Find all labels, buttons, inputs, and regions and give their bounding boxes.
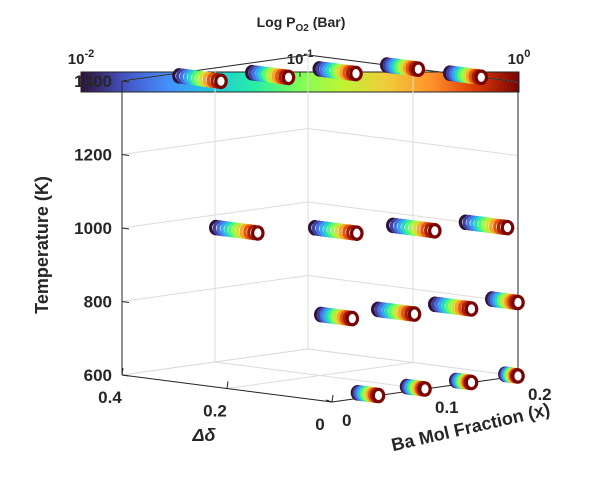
data-point [371,387,386,404]
z-tick-label: 600 [84,366,112,385]
data-point [411,61,426,77]
data-point [511,368,525,384]
z-axis-label: Temperature (K) [32,176,52,314]
colorbar-ticks: 10-2 10-1 100 [68,48,531,77]
grid-line [307,275,519,303]
grid-line [121,128,309,155]
data-point [500,219,515,236]
data-point [474,69,489,86]
data-point [427,223,442,239]
box-edge [121,54,309,82]
colorbar-tick-label: 10-1 [287,48,313,68]
y-tick-mark [331,394,334,403]
data-point [464,301,479,317]
colorbar-title: Log PO2 (Bar) [257,14,346,34]
colorbar-tick-label: 10-2 [68,48,94,68]
data-point [214,73,228,90]
grid-line [226,362,414,389]
x-tick-mark [325,399,333,403]
z-tick-mark [121,227,130,230]
data-point [345,310,360,327]
data-point [407,306,422,322]
y-tick-label: 0.2 [203,402,227,421]
grid-line [121,201,309,229]
data-point [281,69,296,86]
data-point [250,225,265,241]
data-point [349,225,364,241]
z-tick-label: 800 [84,293,112,312]
x-tick-label: 0 [342,411,351,430]
data-point [511,294,525,311]
tick-labels: 600 800 1000 1200 1400 0 0.2 0.4 0 0.1 0.2 [74,72,551,434]
z-tick-mark [121,374,130,377]
data-point [349,65,363,82]
colorbar-tick-label: 100 [508,48,531,68]
data-points [172,57,525,404]
grid-line [121,275,309,302]
data-point [418,381,432,397]
z-tick-label: 1200 [74,146,112,165]
z-tick-mark [121,80,130,83]
x-tick-label: 0.2 [528,385,552,404]
y-tick-mark [226,381,229,389]
z-tick-label: 1000 [74,219,112,238]
z-tick-mark [121,301,130,303]
z-tick-mark [121,154,130,156]
data-point [464,374,479,391]
z-tick-label: 1400 [74,72,112,91]
y-axis-label: Δδ [191,425,216,445]
x-axis-label: Ba Mol Fraction (x) [389,399,551,455]
grid-line [307,128,519,156]
grid-line [121,348,309,376]
y-tick-mark [121,367,124,376]
y-tick-label: 0.4 [98,388,122,407]
y-tick-label: 0 [315,415,324,434]
x-tick-label: 0.1 [435,398,459,417]
